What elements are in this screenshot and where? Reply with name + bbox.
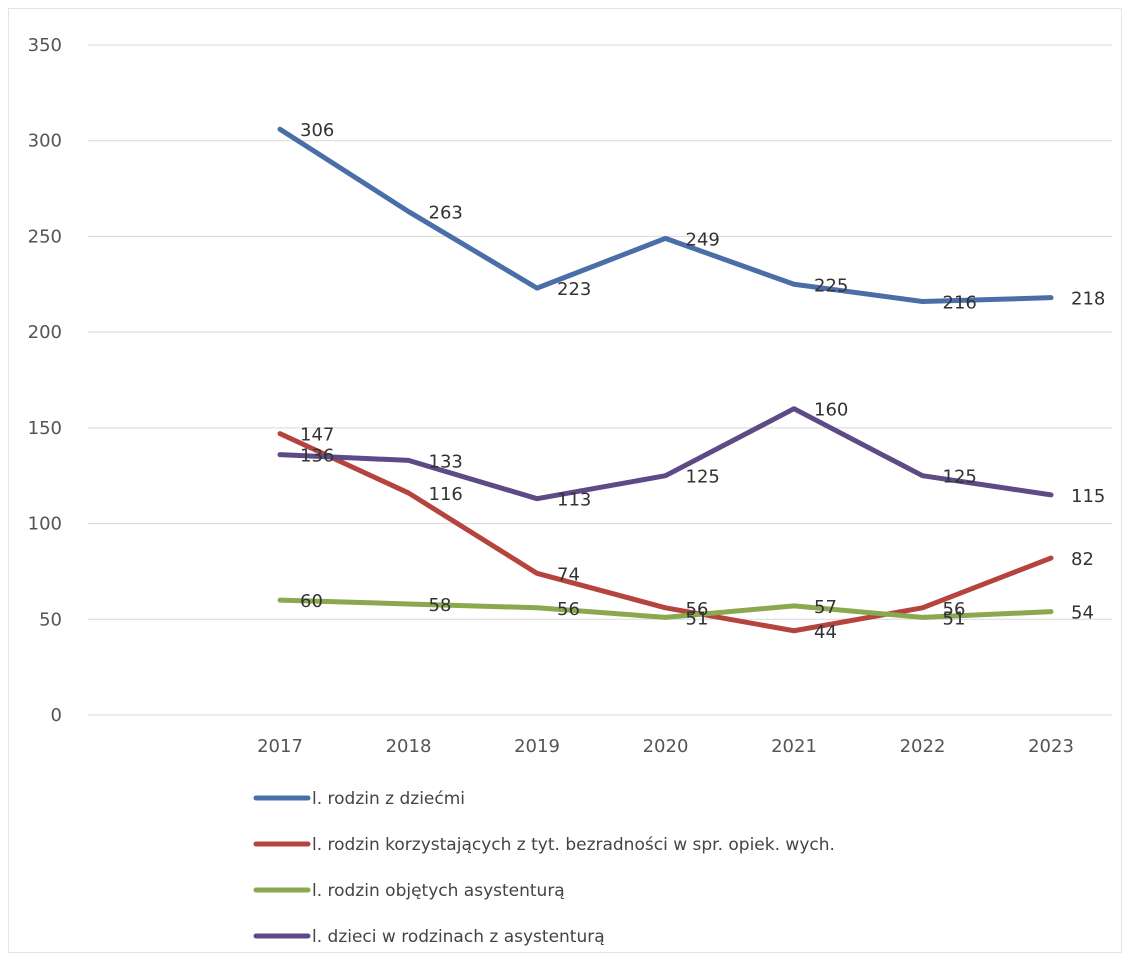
y-axis-tick-labels: 0 50 100 150 200 250 300 350 [28,35,62,726]
data-label: 113 [557,490,591,511]
data-label: 160 [814,400,848,421]
y-tick-label: 250 [28,226,62,247]
x-tick-label: 2019 [514,736,560,757]
data-label: 115 [1071,486,1105,507]
data-label: 223 [557,279,591,300]
data-label: 125 [943,467,977,488]
data-label: 216 [943,293,977,314]
data-label: 116 [429,484,463,505]
data-label: 74 [557,564,580,585]
legend-label-2: l. rodzin korzystających z tyt. bezradno… [312,835,835,855]
series-line-4 [277,406,1054,502]
data-label: 225 [814,275,848,296]
y-tick-label: 50 [39,609,62,630]
data-label: 51 [943,608,966,629]
data-label: 57 [814,597,837,618]
y-tick-label: 300 [28,131,62,152]
data-label: 56 [557,599,580,620]
x-axis-tick-labels: 2017 2018 2019 2020 2021 2022 2023 [257,736,1074,757]
x-tick-label: 2018 [386,736,432,757]
legend-label-3: l. rodzin objętych asystenturą [312,881,565,901]
x-tick-label: 2020 [643,736,689,757]
legend-label-1: l. rodzin z dziećmi [312,789,465,809]
y-tick-label: 150 [28,418,62,439]
y-tick-label: 350 [28,35,62,56]
chart-frame [8,8,1122,953]
series-line-1 [277,126,1054,305]
data-label: 82 [1071,549,1094,570]
series-line-2 [277,431,1054,634]
data-label: 249 [686,229,720,250]
x-tick-label: 2017 [257,736,303,757]
series-lines [277,126,1054,634]
data-label: 136 [300,446,334,467]
data-label: 218 [1071,289,1105,310]
data-label: 147 [300,425,334,446]
data-label: 44 [814,622,837,643]
data-labels: 306 263 223 249 225 216 218 147 116 74 56 44 56 82 60 5… [300,120,1105,643]
data-label: 54 [1071,603,1094,624]
x-tick-label: 2021 [771,736,817,757]
x-tick-label: 2022 [900,736,946,757]
data-label: 263 [429,203,463,224]
data-label: 133 [429,451,463,472]
data-label: 56 [943,599,966,620]
data-label: 306 [300,120,334,141]
data-label: 58 [429,595,452,616]
data-label: 51 [686,608,709,629]
series-line-3 [277,597,1054,620]
y-tick-label: 100 [28,514,62,535]
x-tick-label: 2023 [1028,736,1074,757]
y-tick-label: 0 [51,705,62,726]
grid-lines [88,44,1112,716]
data-label: 60 [300,591,323,612]
y-tick-label: 200 [28,322,62,343]
data-label: 125 [686,467,720,488]
legend-label-4: l. dzieci w rodzinach z asystenturą [312,927,605,947]
legend: l. rodzin z dziećmi l. rodzin korzystając… [253,789,835,947]
data-label: 56 [686,599,709,620]
